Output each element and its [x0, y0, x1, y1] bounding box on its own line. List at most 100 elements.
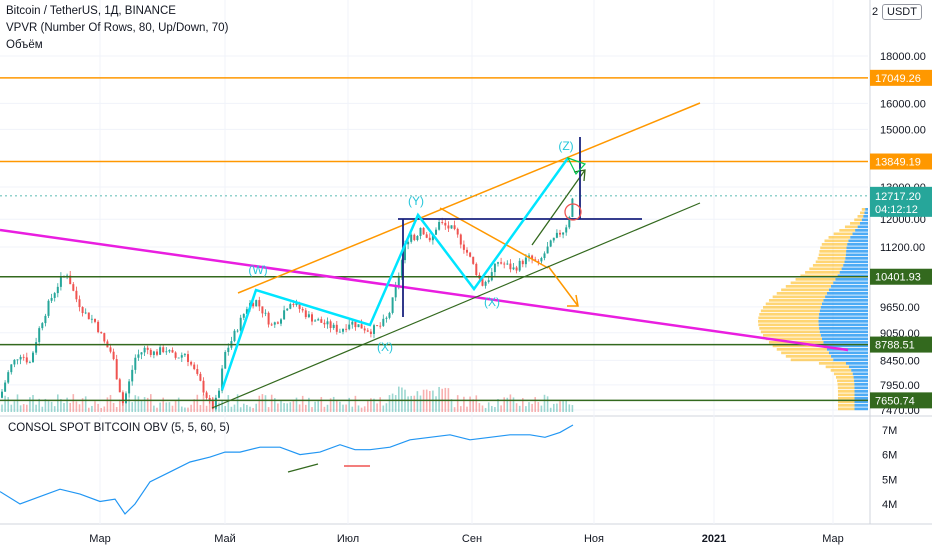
volume-bar: [506, 397, 509, 412]
instrument-title[interactable]: Bitcoin / TetherUS, 1Д, BINANCE: [6, 5, 176, 17]
volume-bar: [494, 407, 496, 412]
vpvr-up-bar: [839, 271, 868, 274]
candle-body: [44, 315, 47, 324]
level-price-tag: [870, 153, 932, 170]
vpvr-up-bar: [861, 218, 868, 222]
vpvr-down-bar: [781, 351, 829, 355]
volume-bar: [32, 395, 34, 412]
volume-bar: [187, 407, 189, 412]
vpvr-up-bar: [818, 323, 868, 327]
vpvr-down-bar: [758, 320, 819, 323]
volume-bar: [289, 402, 292, 412]
vpvr-legend[interactable]: VPVR (Number Of Rows, 80, Up/Down, 70): [6, 22, 229, 34]
candle-body: [493, 263, 496, 273]
candle-body: [509, 263, 512, 270]
vpvr-up-bar: [850, 236, 868, 239]
candle-body: [4, 382, 7, 392]
vpvr-down-bar: [760, 309, 820, 313]
volume-bar: [460, 406, 462, 412]
candle-body: [400, 260, 403, 276]
vpvr-up-bar: [831, 285, 868, 288]
volume-bar: [159, 402, 161, 412]
candle-body: [242, 313, 245, 318]
volume-bar: [522, 398, 524, 412]
candle-body: [109, 347, 112, 352]
volume-bar: [314, 401, 316, 412]
volume-bar: [38, 398, 40, 412]
candle-body: [258, 300, 261, 307]
vpvr-down-bar: [795, 278, 836, 281]
candle-body: [125, 393, 127, 404]
candle-body: [25, 357, 28, 363]
vpvr-down-bar: [854, 218, 862, 222]
candle-body: [416, 235, 419, 240]
volume-bar: [112, 402, 115, 412]
volume-bar: [537, 402, 540, 412]
vpvr-up-bar: [825, 295, 868, 299]
candle-body: [255, 300, 258, 307]
volume-bar: [317, 401, 319, 412]
vpvr-up-bar: [819, 327, 868, 330]
candle-body: [404, 244, 406, 261]
volume-bar: [181, 406, 183, 412]
pane-number: 2: [872, 6, 879, 18]
candle-body: [431, 234, 434, 241]
candle-body: [38, 328, 41, 343]
vpvr-down-bar: [818, 362, 846, 365]
volume-bar: [379, 397, 381, 412]
volume-bar: [432, 390, 434, 412]
candle-body: [239, 317, 242, 331]
volume-bar: [143, 397, 146, 412]
volume-bar: [162, 397, 164, 412]
volume-bar: [19, 405, 22, 412]
candle-body: [22, 356, 25, 358]
candle-body: [537, 261, 540, 262]
vpvr-down-bar: [781, 288, 829, 292]
candle-body: [121, 392, 124, 404]
volume-bar: [150, 394, 152, 412]
candle-body: [149, 349, 152, 355]
candle-body: [90, 318, 93, 320]
volume-bar: [571, 405, 574, 412]
volume-bar: [345, 404, 347, 412]
volume-bar: [137, 396, 140, 412]
volume-bar: [292, 400, 295, 412]
candle-body: [531, 255, 534, 260]
vpvr-down-bar: [837, 390, 855, 393]
obv-legend[interactable]: CONSOL SPOT BITCOIN OBV (5, 5, 60, 5): [8, 422, 230, 434]
time-axis[interactable]: Мар Май Июл Сен Ноя 2021 Мар: [89, 533, 844, 545]
volume-bar: [243, 403, 245, 412]
volume-bar: [128, 398, 130, 412]
vpvr-up-bar: [828, 351, 868, 355]
candle-body: [177, 357, 180, 359]
volume-bar: [258, 395, 261, 412]
currency-button[interactable]: USDT: [882, 4, 922, 20]
volume-bar: [1, 404, 3, 412]
vpvr-down-bar: [809, 267, 842, 271]
current-price-tag: [870, 186, 932, 217]
vpvr-down-bar: [839, 229, 856, 232]
candle-body: [236, 330, 239, 332]
vpvr-up-bar: [863, 215, 868, 218]
volume-bar: [190, 404, 192, 412]
chart-drawings[interactable]: (W) (X) (Y) (X) (Z): [0, 77, 868, 409]
price-tick-label: 8450.00: [880, 355, 920, 367]
volume-bar: [29, 397, 31, 412]
volume-bar: [221, 400, 223, 412]
volume-bar: [249, 406, 251, 412]
volume-legend[interactable]: Объём: [6, 39, 43, 51]
candle-body: [540, 258, 543, 262]
price-tick-label: 12000.00: [880, 214, 926, 226]
price-tick-label: 18000.00: [880, 51, 926, 63]
volume-bar: [264, 395, 267, 412]
price-axis[interactable]: 7470.007950.008450.009050.009650.0010400…: [870, 51, 932, 417]
candle-body: [115, 359, 118, 380]
candle-body: [314, 320, 317, 322]
level-price-tag: [870, 392, 932, 409]
vpvr-down-bar: [830, 369, 852, 372]
volume-bar: [354, 395, 357, 412]
obv-line: [0, 424, 574, 515]
ascending-support-line: [211, 202, 701, 409]
ascending-channel-upper: [237, 102, 701, 294]
